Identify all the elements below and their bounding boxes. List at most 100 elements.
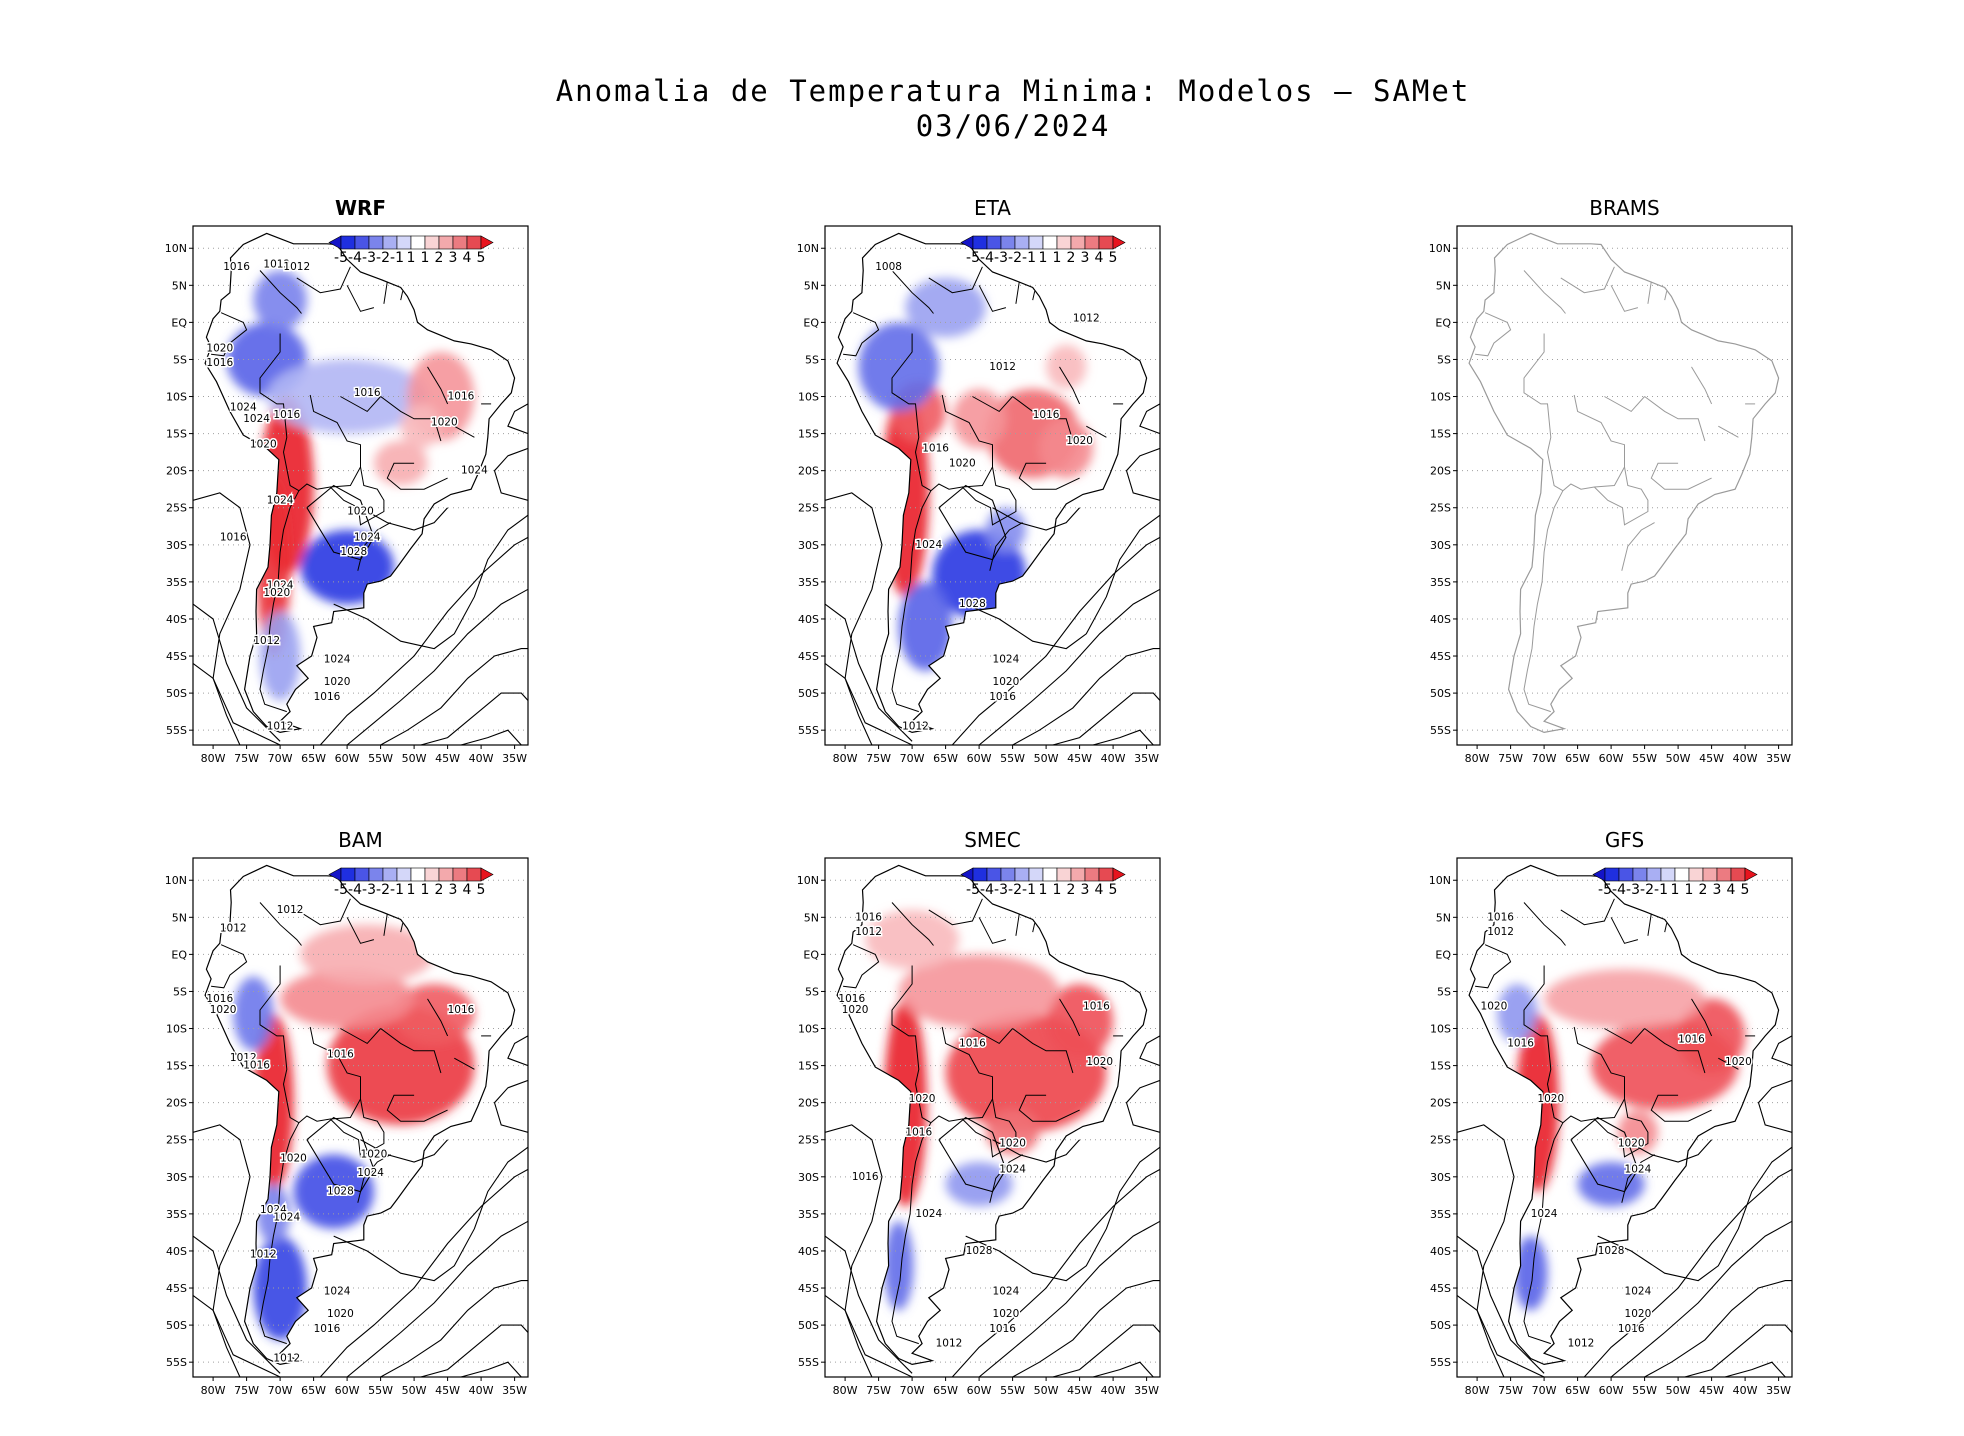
border-line bbox=[1593, 466, 1649, 526]
isobar-line bbox=[1092, 1361, 1154, 1377]
colorbar-tick-label: 1 bbox=[1039, 882, 1048, 898]
lat-tick-label: 5N bbox=[1436, 911, 1451, 924]
border-line bbox=[1593, 1098, 1649, 1158]
isobar-line bbox=[1139, 403, 1160, 435]
isobar-label: 1012 bbox=[902, 721, 929, 733]
colorbar-swatch bbox=[1042, 235, 1058, 250]
isobar-label: 1020 bbox=[1725, 1056, 1752, 1068]
lat-tick-label: 35S bbox=[166, 576, 187, 589]
isobar-label: 1016 bbox=[314, 691, 341, 703]
isobar-line bbox=[978, 588, 1160, 745]
colorbar-swatch bbox=[1014, 867, 1030, 882]
border-line bbox=[961, 1098, 1017, 1158]
isobar-label: 1020 bbox=[210, 1004, 237, 1016]
lon-tick-label: 35W bbox=[1134, 752, 1159, 765]
isobar-line bbox=[460, 1361, 522, 1377]
anomaly-region bbox=[1544, 969, 1705, 1029]
border-line bbox=[1650, 1094, 1712, 1122]
lon-tick-label: 40W bbox=[1101, 1384, 1126, 1397]
title-line-1: Anomalia de Temperatura Minima: Modelos … bbox=[555, 74, 1471, 108]
colorbar-tick-label: 1 bbox=[421, 882, 430, 898]
colorbar-swatch bbox=[424, 867, 440, 882]
border-line bbox=[454, 425, 475, 438]
lon-tick-label: 55W bbox=[1000, 752, 1025, 765]
border-line bbox=[1086, 425, 1107, 438]
anomaly-region bbox=[985, 507, 1026, 553]
lat-tick-label: 5N bbox=[172, 279, 187, 292]
isobar-label: 1024 bbox=[354, 531, 381, 543]
colorbar-swatch bbox=[424, 235, 440, 250]
lat-tick-label: 55S bbox=[166, 724, 187, 737]
lat-tick-label: 35S bbox=[1430, 1208, 1451, 1221]
plot-frame bbox=[1456, 225, 1793, 746]
border-line bbox=[891, 965, 932, 1124]
lat-tick-label: 10S bbox=[798, 391, 819, 404]
isobar-line bbox=[938, 1116, 1007, 1193]
lat-tick-label: 10S bbox=[166, 391, 187, 404]
country-borders bbox=[843, 898, 1124, 1345]
colorbar-tick-label: -3 bbox=[362, 250, 376, 266]
lat-tick-label: 5S bbox=[805, 353, 819, 366]
lon-tick-label: 45W bbox=[1067, 1384, 1092, 1397]
lat-tick-label: 20S bbox=[798, 1097, 819, 1110]
border-line bbox=[454, 1057, 475, 1070]
lat-tick-label: 10N bbox=[797, 874, 819, 887]
lat-tick-label: 10S bbox=[1430, 391, 1451, 404]
isobar-label: 1016 bbox=[273, 409, 300, 421]
isobar-line bbox=[1684, 1324, 1792, 1377]
lon-tick-label: 60W bbox=[335, 752, 360, 765]
colorbar-swatch bbox=[368, 235, 384, 250]
colorbar-tick-label: 3 bbox=[1081, 882, 1090, 898]
isobar-label: 1020 bbox=[431, 417, 458, 429]
border-line bbox=[1647, 913, 1652, 936]
lon-tick-label: 75W bbox=[866, 1384, 891, 1397]
lon-tick-label: 70W bbox=[1532, 1384, 1557, 1397]
lon-tick-label: 50W bbox=[1034, 1384, 1059, 1397]
isobar-label: 1020 bbox=[361, 1149, 388, 1161]
border-line bbox=[346, 285, 375, 312]
border-line bbox=[1015, 913, 1020, 936]
anomaly-region bbox=[266, 359, 428, 434]
border-line bbox=[989, 1154, 1023, 1203]
lon-tick-label: 75W bbox=[1498, 1384, 1523, 1397]
colorbar-swatch bbox=[452, 867, 468, 882]
isobar-label: 1024 bbox=[260, 1204, 287, 1216]
colorbar-swatch bbox=[396, 235, 412, 250]
lat-tick-label: 25S bbox=[798, 502, 819, 515]
isobar-line bbox=[825, 1124, 913, 1377]
colorbar-tick-label: 2 bbox=[1067, 882, 1076, 898]
isobar-label: 1016 bbox=[989, 1323, 1016, 1335]
colorbar-tick-label: 5 bbox=[477, 882, 486, 898]
isobar-label: 1020 bbox=[263, 587, 290, 599]
panel-title-gfs: GFS bbox=[1604, 828, 1645, 852]
anomaly-region bbox=[253, 1236, 307, 1340]
colorbar-swatch bbox=[1056, 235, 1072, 250]
border-line bbox=[1032, 291, 1036, 301]
colorbar-tick-label: 4 bbox=[1727, 882, 1736, 898]
isobar-line bbox=[333, 1146, 528, 1282]
colorbar-tick-label: 1 bbox=[1053, 250, 1062, 266]
lon-tick-label: 40W bbox=[1733, 1384, 1758, 1397]
isobar-label: 1028 bbox=[959, 598, 986, 610]
border-line bbox=[1604, 1028, 1645, 1045]
lon-tick-label: 50W bbox=[1034, 752, 1059, 765]
lat-tick-label: 15S bbox=[166, 1060, 187, 1073]
colorbar-swatch bbox=[1014, 235, 1030, 250]
axes: 10N 5N EQ 5S 10S 15S 20S 25S 30S 35S 40S 45S 50S 55S 8… bbox=[165, 242, 527, 765]
anomaly-region bbox=[394, 984, 475, 1044]
border-line bbox=[1475, 312, 1512, 357]
lon-tick-label: 70W bbox=[1532, 752, 1557, 765]
lat-tick-label: 40S bbox=[798, 1245, 819, 1258]
isobar-label: 1012 bbox=[253, 635, 280, 647]
lon-tick-label: 45W bbox=[1699, 1384, 1724, 1397]
axes: 10N 5N EQ 5S 10S 15S 20S 25S 30S 35S 40S 45S 50S 55S 8… bbox=[1429, 242, 1791, 765]
border-line bbox=[400, 923, 404, 933]
coastline bbox=[836, 232, 1148, 734]
isobar-line bbox=[193, 492, 281, 745]
colorbar-swatch bbox=[340, 235, 356, 250]
lat-tick-label: 45S bbox=[798, 650, 819, 663]
isobar-label: 1020 bbox=[999, 1138, 1026, 1150]
isobar-label: 1016 bbox=[922, 442, 949, 454]
lon-tick-label: 80W bbox=[833, 752, 858, 765]
isobar-label: 1016 bbox=[959, 1037, 986, 1049]
